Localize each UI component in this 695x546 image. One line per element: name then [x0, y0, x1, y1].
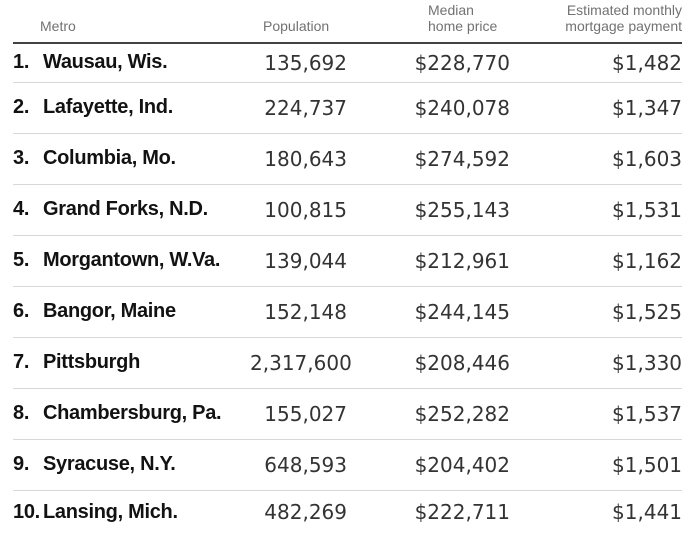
population-cell: 155,027 — [250, 388, 348, 440]
column-header-population-label: Population — [263, 18, 330, 34]
rank-cell: 3. — [13, 133, 43, 185]
metro-cell: Chambersburg, Pa. — [43, 388, 251, 440]
table-row: 2. Lafayette, Ind. 224,737 $240,078 $1,3… — [13, 82, 683, 134]
metro-cell: Lafayette, Ind. — [43, 82, 251, 134]
population-cell: 152,148 — [250, 286, 348, 338]
price-cell: $222,711 — [414, 500, 511, 525]
price-cell: $274,592 — [347, 133, 511, 185]
column-header-median-home-price: Median home price — [347, 0, 511, 44]
column-header-metro-label: Metro — [40, 18, 76, 34]
price-cell: $252,282 — [347, 388, 511, 440]
price-cell: $208,446 — [347, 337, 511, 389]
population-cell: 482,269 — [264, 500, 348, 525]
table-row: 1. Wausau, Wis. 135,692 $228,770 $1,482 — [13, 43, 683, 83]
population-cell: 2,317,600 — [250, 337, 352, 389]
rank-cell: 7. — [13, 337, 43, 389]
payment-cell: $1,531 — [510, 184, 683, 236]
rank-cell: 2. — [13, 82, 43, 134]
payment-cell: $1,525 — [510, 286, 683, 338]
price-cell: $204,402 — [347, 439, 511, 491]
metro-ranking-table: Metro Population Median home price Estim… — [13, 0, 683, 534]
price-cell: $244,145 — [347, 286, 511, 338]
table-row: 5. Morgantown, W.Va. 139,044 $212,961 $1… — [13, 235, 683, 287]
payment-cell: $1,537 — [510, 388, 683, 440]
column-header-metro: Metro — [13, 0, 251, 44]
rank-cell: 10. — [13, 500, 40, 523]
payment-cell: $1,441 — [612, 500, 683, 525]
population-cell: 648,593 — [250, 439, 348, 491]
table-row: 10. Lansing, Mich. 482,269 $222,711 $1,4… — [13, 490, 682, 534]
rank-cell: 4. — [13, 184, 43, 236]
price-cell: $240,078 — [347, 82, 511, 134]
payment-cell: $1,501 — [510, 439, 683, 491]
table-row: 3. Columbia, Mo. 180,643 $274,592 $1,603 — [13, 133, 683, 185]
metro-cell: Columbia, Mo. — [43, 133, 251, 185]
rank-cell: 1. — [13, 43, 43, 83]
population-cell: 224,737 — [250, 82, 348, 134]
payment-cell: $1,603 — [510, 133, 683, 185]
price-cell: $212,961 — [347, 235, 511, 287]
population-cell: 135,692 — [250, 43, 348, 83]
table-row: 7. Pittsburgh 2,317,600 $208,446 $1,330 — [13, 337, 683, 389]
payment-cell: $1,347 — [510, 82, 683, 134]
price-cell: $255,143 — [347, 184, 511, 236]
metro-cell: Grand Forks, N.D. — [43, 184, 251, 236]
rank-cell: 6. — [13, 286, 43, 338]
table-header-row: Metro Population Median home price Estim… — [13, 0, 683, 44]
population-cell: 100,815 — [250, 184, 348, 236]
metro-cell: Morgantown, W.Va. — [43, 235, 251, 287]
population-cell: 139,044 — [250, 235, 348, 287]
metro-cell: Lansing, Mich. — [43, 500, 178, 523]
table-row: 9. Syracuse, N.Y. 648,593 $204,402 $1,50… — [13, 439, 683, 491]
population-cell: 180,643 — [250, 133, 348, 185]
column-header-population: Population — [250, 0, 348, 44]
payment-cell: $1,482 — [510, 43, 683, 83]
column-header-mortgage-payment: Estimated monthly mortgage payment — [510, 0, 683, 44]
table-row: 6. Bangor, Maine 152,148 $244,145 $1,525 — [13, 286, 683, 338]
rank-cell: 9. — [13, 439, 43, 491]
table-row: 4. Grand Forks, N.D. 100,815 $255,143 $1… — [13, 184, 683, 236]
payment-cell: $1,162 — [510, 235, 683, 287]
metro-cell: Pittsburgh — [43, 337, 251, 389]
metro-cell: Syracuse, N.Y. — [43, 439, 251, 491]
price-cell: $228,770 — [347, 43, 511, 83]
table-row: 8. Chambersburg, Pa. 155,027 $252,282 $1… — [13, 388, 683, 440]
metro-cell: Wausau, Wis. — [43, 43, 251, 83]
payment-cell: $1,330 — [510, 337, 683, 389]
metro-cell: Bangor, Maine — [43, 286, 251, 338]
rank-cell: 8. — [13, 388, 43, 440]
rank-cell: 5. — [13, 235, 43, 287]
